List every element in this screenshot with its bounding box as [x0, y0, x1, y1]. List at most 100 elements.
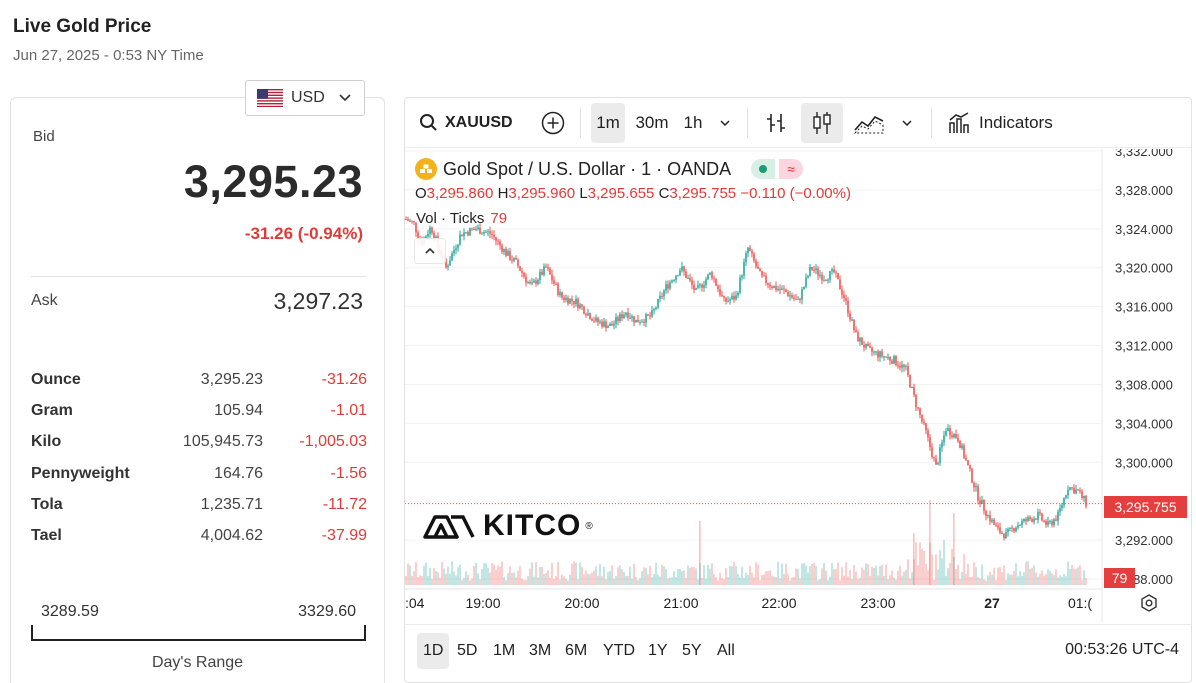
volume-bar — [1073, 568, 1075, 585]
range-5y[interactable]: 5Y — [682, 642, 702, 659]
market-status-pill[interactable]: ≈ — [751, 159, 804, 179]
range-all[interactable]: All — [717, 642, 735, 659]
candle-body — [623, 314, 625, 319]
volume-bar — [413, 571, 415, 585]
x-tick-label: 23:00 — [860, 595, 895, 611]
price-chart[interactable]: 3,332.000 3,328.000 3,324.000 3,320.000 3,31… — [405, 149, 1191, 623]
range-1y[interactable]: 1Y — [648, 642, 668, 659]
volume-bar — [1033, 565, 1035, 585]
volume-bar — [929, 500, 931, 585]
candle-body — [781, 288, 783, 290]
volume-bar — [701, 578, 703, 585]
volume-bar — [609, 571, 611, 585]
volume-bar — [549, 577, 551, 585]
currency-select[interactable]: USD — [245, 80, 365, 116]
range-3m[interactable]: 3M — [529, 642, 552, 659]
kitco-watermark: KITCO ® — [423, 509, 594, 543]
volume-bar — [407, 563, 409, 585]
low-label: L — [579, 185, 588, 202]
candle-body — [525, 276, 527, 283]
candle-body — [571, 298, 573, 302]
candle-style-button[interactable] — [801, 103, 843, 143]
interval-dropdown[interactable] — [713, 103, 737, 143]
candle-body — [815, 268, 817, 271]
candle-body — [665, 284, 667, 291]
volume-bar — [771, 575, 773, 585]
chart-clock[interactable]: 00:53:26 UTC-4 — [1065, 641, 1179, 658]
volume-bar — [511, 572, 513, 585]
candle-body — [1069, 487, 1071, 490]
compare-symbol-button[interactable] — [536, 103, 570, 143]
collapse-legend-button[interactable] — [414, 238, 446, 264]
candle-body — [951, 435, 953, 438]
interval-1h[interactable]: 1h — [683, 113, 703, 132]
volume-bar — [1085, 577, 1087, 585]
candle-body — [825, 280, 827, 282]
volume-bar — [515, 577, 517, 585]
volume-bar — [651, 577, 653, 585]
candle-body — [895, 356, 897, 366]
y-tick-label: 3,320.000 — [1115, 261, 1173, 276]
volume-bar — [585, 570, 587, 585]
interval-1m[interactable]: 1m — [591, 103, 625, 143]
chart-title: Gold Spot / U.S. Dollar · 1 · OANDA — [443, 158, 732, 179]
interval-30m[interactable]: 30m — [635, 113, 669, 132]
candle-body — [757, 266, 759, 269]
candle-body — [577, 298, 579, 308]
candle-body — [1025, 518, 1027, 522]
candles-icon — [813, 112, 831, 134]
candle-body — [1001, 532, 1003, 534]
bar-style-button[interactable] — [759, 103, 793, 143]
volume-bar — [895, 579, 897, 585]
axis-settings-icon — [1141, 594, 1157, 612]
candle-body — [687, 277, 689, 279]
range-6m[interactable]: 6M — [565, 642, 588, 659]
volume-bar — [775, 577, 777, 585]
range-5d[interactable]: 5D — [457, 642, 478, 659]
candle-body — [529, 281, 531, 284]
chart-style-dropdown[interactable] — [895, 103, 919, 143]
volume-bar — [451, 561, 453, 585]
symbol-search-button[interactable]: XAUUSD — [415, 103, 515, 143]
volume-bar — [1077, 567, 1079, 585]
unit-price: 105.94 — [214, 402, 263, 420]
candle-body — [685, 271, 687, 279]
indicators-button[interactable]: Indicators — [943, 103, 1065, 143]
volume-bar — [907, 559, 909, 585]
volume-bar — [1053, 575, 1055, 585]
volume-bar — [721, 577, 723, 585]
candle-body — [909, 374, 911, 388]
chart-legend-title: Gold Spot / U.S. Dollar · 1 · OANDA ≈ — [415, 158, 804, 180]
volume-bar — [799, 578, 801, 585]
volume-bar — [905, 569, 907, 585]
area-style-button[interactable] — [851, 103, 887, 143]
volume-bar — [447, 566, 449, 585]
x-tick-label: 22:00 — [761, 595, 796, 611]
volume-bar — [889, 575, 891, 585]
volume-bar — [623, 571, 625, 585]
candle-body — [827, 279, 829, 281]
range-1m[interactable]: 1M — [493, 642, 516, 659]
volume-bar — [723, 579, 725, 585]
candle-body — [943, 435, 945, 443]
candle-body — [1081, 491, 1083, 498]
candle-body — [783, 288, 785, 290]
volume-bar — [871, 566, 873, 585]
price-panel: Bid 3,295.23 -31.26 (-0.94%) Ask 3,297.2… — [10, 97, 385, 683]
volume-bar — [985, 580, 987, 585]
candle-body — [991, 519, 993, 522]
chart-toolbar: XAUUSD 1m 30m 1h Indicators — [405, 98, 1191, 148]
volume-bar — [765, 571, 767, 585]
volume-bar — [643, 567, 645, 585]
candle-body — [1037, 512, 1039, 520]
volume-bar — [959, 579, 961, 585]
volume-bar — [425, 562, 427, 585]
volume-bar — [1005, 580, 1007, 585]
range-ytd[interactable]: YTD — [603, 642, 635, 659]
candle-body — [921, 414, 923, 422]
unit-change: -11.72 — [322, 495, 367, 513]
candle-body — [587, 313, 589, 316]
candle-body — [519, 266, 521, 271]
candle-body — [581, 304, 583, 307]
range-1d[interactable]: 1D — [417, 633, 450, 669]
